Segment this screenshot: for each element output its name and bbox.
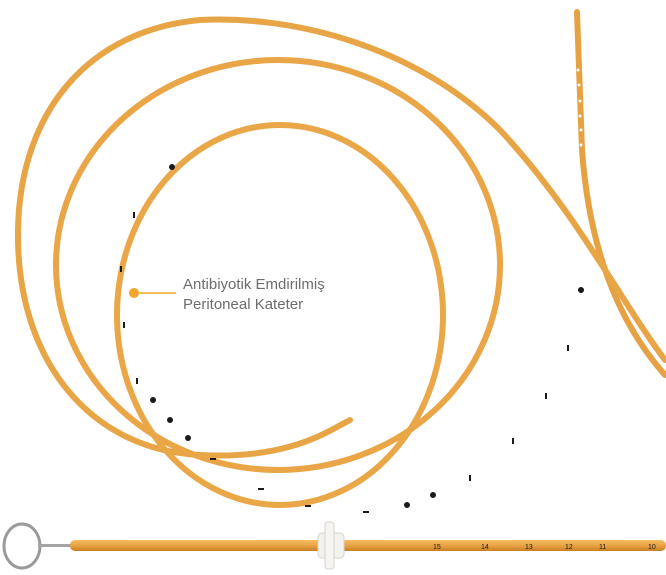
stylet-wire <box>38 544 73 547</box>
luer-connector <box>317 521 345 570</box>
callout-line-1: Antibiyotik Emdirilmiş <box>183 276 325 293</box>
callout-pointer <box>129 288 176 298</box>
catheter-straight-tube <box>70 540 666 551</box>
callout-line-2: Peritoneal Kateter <box>183 296 304 313</box>
catheter-middle-loop <box>53 57 503 473</box>
catheter-outer-loop <box>574 9 666 378</box>
drainage-holes <box>576 68 583 147</box>
mark-14: 14 <box>481 544 489 551</box>
catheter-inner-loop <box>114 122 446 508</box>
depth-markers <box>120 164 584 513</box>
stylet-handle-loop <box>2 522 42 570</box>
tube-scale-marks: 10 11 12 13 14 15 <box>433 544 656 551</box>
mark-15: 15 <box>433 544 441 551</box>
mark-12: 12 <box>565 544 573 551</box>
catheter-big-loop <box>14 16 666 459</box>
mark-10: 10 <box>648 544 656 551</box>
callout-label: Antibiyotik Emdirilmiş Peritoneal Katete… <box>183 275 325 315</box>
mark-11: 11 <box>599 544 606 551</box>
mark-13: 13 <box>525 544 533 551</box>
